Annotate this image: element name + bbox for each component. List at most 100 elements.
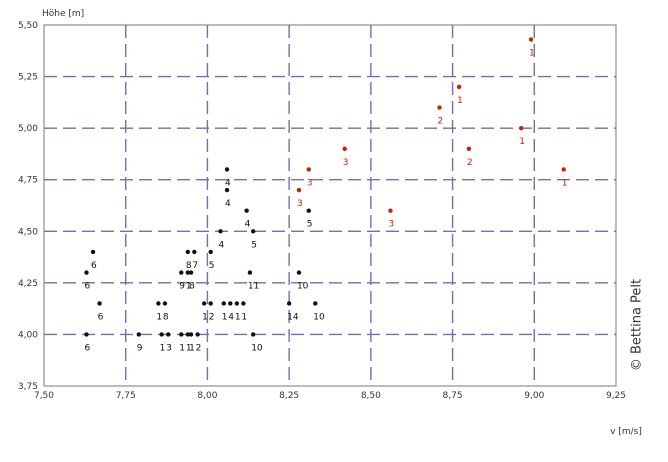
data-point [519, 125, 524, 131]
data-point [97, 301, 102, 306]
data-point [179, 270, 184, 275]
data-point-label: 4 [228, 312, 234, 322]
data-point-label: 1 [529, 48, 535, 58]
data-point-label: 3 [297, 199, 303, 209]
data-point [296, 270, 302, 275]
data-point-label: 11 [248, 282, 259, 292]
data-point-label: 2 [196, 343, 202, 353]
data-point [218, 229, 223, 234]
data-point [286, 301, 292, 306]
data-point [342, 146, 347, 151]
data-point [306, 167, 311, 172]
data-point-label: 8 [186, 261, 192, 271]
data-point-label: 4 [245, 220, 251, 230]
data-point [437, 105, 442, 110]
data-point [250, 332, 256, 337]
x-tick-labels: 7,50 7,75 8,00 8,25 8,50 8,75 9,00 9,25 [34, 391, 626, 401]
data-point-label: 8 [163, 312, 169, 322]
data-point-label: 3 [166, 343, 172, 353]
data-point [156, 301, 161, 306]
data-point-label: 6 [98, 312, 104, 322]
x-tick-label: 9,25 [606, 391, 626, 401]
data-point-label: 1 [562, 178, 568, 188]
data-point [234, 301, 240, 306]
data-point [162, 301, 168, 306]
x-tick-label: 9,00 [524, 391, 544, 401]
data-point-label: 1 [186, 282, 192, 292]
data-point-label: 1 [235, 312, 241, 322]
x-tick-label: 7,75 [116, 391, 136, 401]
x-tick-label: 8,25 [279, 391, 299, 401]
data-point-label: 2 [467, 158, 473, 168]
data-point-label: 5 [251, 240, 257, 250]
data-point [185, 332, 191, 337]
y-tick-label: 4,50 [18, 227, 38, 237]
data-point [195, 332, 200, 337]
data-point [561, 167, 566, 172]
data-point [296, 187, 302, 193]
data-point [528, 37, 534, 42]
data-point-label: 1 [189, 343, 195, 353]
data-point [306, 208, 311, 213]
data-point-label: 1 [160, 343, 166, 353]
data-point-label: 1 [222, 312, 228, 322]
data-point-label: 7 [192, 261, 198, 271]
data-point [250, 229, 256, 234]
data-point-label: 1 [519, 137, 525, 147]
data-point [185, 249, 191, 255]
x-tick-label: 8,50 [361, 391, 381, 401]
data-point-label: 3 [307, 178, 313, 188]
x-tick-label: 7,50 [34, 391, 54, 401]
data-point-label: 3 [388, 220, 394, 230]
data-point [313, 301, 318, 306]
data-point [188, 332, 194, 337]
data-point-label: 5 [307, 220, 313, 230]
y-tick-label: 5,00 [18, 124, 38, 134]
data-point [90, 249, 96, 255]
copyright-text: © Bettina Pelt [629, 278, 645, 372]
y-axis-label: Höhe [m] [42, 9, 84, 19]
y-tick-label: 5,25 [18, 73, 38, 83]
y-tick-label: 4,75 [18, 176, 38, 186]
data-point-label: 1 [186, 343, 192, 353]
data-point-label: 1 [156, 312, 162, 322]
plot-frame [43, 24, 617, 387]
x-tick-label: 8,00 [197, 391, 217, 401]
data-point [179, 332, 184, 337]
data-point-label: 2 [437, 117, 443, 127]
data-point-label: 3 [343, 158, 349, 168]
data-point-label: 1 [241, 312, 247, 322]
data-point [188, 270, 194, 275]
grid-lines [44, 25, 616, 386]
data-point [224, 167, 230, 172]
data-point-label: 10 [313, 312, 325, 322]
data-point [224, 187, 230, 193]
data-point-label: 1 [179, 343, 185, 353]
data-point [456, 84, 462, 90]
data-point-label: 4 [219, 240, 225, 250]
data-point [84, 270, 89, 275]
data-point-label: 4 [225, 178, 231, 188]
copyright-credit: © Bettina Pelt [628, 240, 646, 410]
y-tick-labels: 3,75 4,00 4,25 4,50 4,75 5,00 5,25 5,50 [18, 21, 38, 392]
data-point [192, 249, 197, 255]
data-point [388, 208, 393, 213]
data-point [166, 332, 171, 337]
data-point [241, 301, 246, 306]
data-point [247, 270, 253, 275]
data-point [466, 146, 472, 151]
y-tick-label: 5,50 [18, 21, 38, 31]
data-point-label: 6 [91, 261, 97, 271]
data-point-label: 10 [251, 343, 263, 353]
data-point-label: 8 [189, 282, 195, 292]
data-point [136, 332, 141, 337]
data-point-label: 6 [84, 343, 90, 353]
data-point-label: 9 [179, 282, 185, 292]
y-tick-label: 3,75 [18, 382, 38, 392]
data-point-label: 14 [287, 312, 299, 322]
data-point [201, 301, 207, 306]
y-tick-label: 4,00 [18, 330, 38, 340]
data-point-label: 9 [137, 343, 143, 353]
